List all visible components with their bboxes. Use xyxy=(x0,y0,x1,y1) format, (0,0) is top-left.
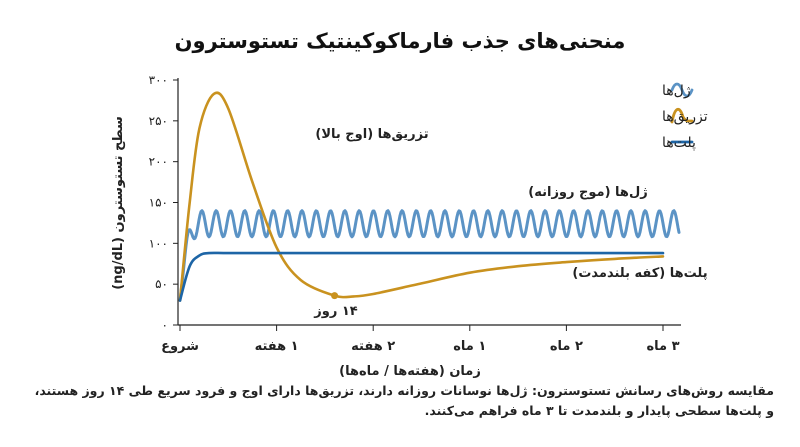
legend: ژل‌ها تزریق‌ها پلت‌ها xyxy=(662,82,708,151)
y-tick-label: ۵۰ xyxy=(155,277,168,291)
y-axis-label: سطح تستوسترون (ng/dL) xyxy=(111,116,126,290)
x-tick-label: ۲ هفته xyxy=(351,339,395,354)
annotation-label: ژل‌ها (موج روزانه) xyxy=(528,185,647,200)
annotations: تزریق‌ها (اوج بالا) ژل‌ها (موج روزانه) پلت… xyxy=(313,127,707,319)
series-line-1 xyxy=(178,91,665,302)
x-axis-label: زمان (هفته‌ها / ماه‌ها) xyxy=(339,364,481,379)
axes: ۰ ۵۰ ۱۰۰ ۱۵۰ ۲۰۰ ۲۵۰ ۳۰۰ شروع ۱ هفته ۲ هفته ۱ ماه ۲… xyxy=(149,73,681,354)
plot-area xyxy=(178,91,681,302)
y-tick-label: ۱۵۰ xyxy=(149,196,168,210)
legend-swatch xyxy=(670,82,694,98)
y-tick-label: ۰ xyxy=(162,318,168,332)
x-tick-label: ۱ ماه xyxy=(453,339,486,354)
annotation-label: تزریق‌ها (اوج بالا) xyxy=(315,127,428,142)
y-tick-label: ۱۰۰ xyxy=(149,236,168,250)
x-tick-label: ۳ ماه xyxy=(646,339,679,354)
legend-label: پلت‌ها xyxy=(662,135,696,151)
series-line-0 xyxy=(178,209,681,302)
x-tick-label: شروع xyxy=(161,339,199,354)
series-line-2 xyxy=(178,251,665,302)
x-tick-label: ۲ ماه xyxy=(550,339,583,354)
x-tick-label: ۱ هفته xyxy=(255,339,299,354)
chart-title: منحنی‌های جذب فارماکوکینتیک تستوسترون xyxy=(175,29,626,53)
legend-swatch xyxy=(670,107,694,124)
annotation-label: ۱۴ روز xyxy=(313,304,358,319)
injection-trough-marker xyxy=(331,292,339,300)
legend-label: ژل‌ها xyxy=(662,83,691,99)
figure-caption: مقایسه روش‌های رسانش تستوسترون: ژل‌ها نو… xyxy=(34,383,774,418)
annotation-label: پلت‌ها (کفه بلندمدت) xyxy=(572,266,707,281)
y-tick-label: ۳۰۰ xyxy=(149,73,168,87)
y-tick-label: ۲۵۰ xyxy=(149,114,168,128)
y-tick-label: ۲۰۰ xyxy=(149,155,168,169)
legend-label: تزریق‌ها xyxy=(662,109,708,125)
